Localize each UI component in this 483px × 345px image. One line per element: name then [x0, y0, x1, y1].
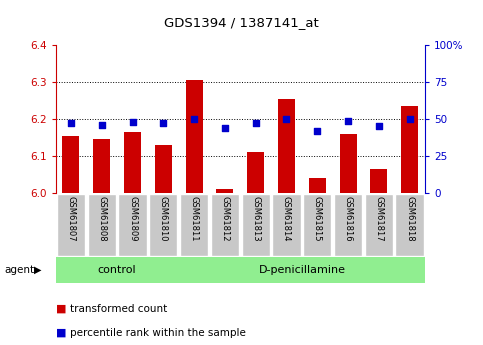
Point	[283, 116, 290, 122]
Point	[221, 125, 229, 131]
Bar	[401, 106, 418, 193]
FancyBboxPatch shape	[57, 195, 85, 256]
Bar	[155, 145, 172, 193]
Text: percentile rank within the sample: percentile rank within the sample	[70, 328, 246, 338]
FancyBboxPatch shape	[303, 195, 331, 256]
Text: GSM61813: GSM61813	[251, 196, 260, 242]
Text: agent: agent	[5, 265, 35, 275]
Point	[67, 121, 75, 126]
FancyBboxPatch shape	[211, 195, 239, 256]
Bar	[309, 178, 326, 193]
Point	[98, 122, 106, 128]
FancyBboxPatch shape	[87, 195, 116, 256]
FancyBboxPatch shape	[365, 195, 393, 256]
Point	[128, 119, 136, 125]
Bar	[185, 80, 202, 193]
Bar	[278, 99, 295, 193]
Text: GSM61807: GSM61807	[67, 196, 75, 242]
Point	[190, 116, 198, 122]
Text: GSM61810: GSM61810	[159, 196, 168, 241]
Point	[159, 121, 167, 126]
Bar	[370, 169, 387, 193]
Bar	[124, 132, 141, 193]
Point	[252, 121, 259, 126]
Point	[313, 128, 321, 134]
Text: GSM61812: GSM61812	[220, 196, 229, 241]
Point	[406, 116, 413, 122]
FancyBboxPatch shape	[272, 195, 300, 256]
Text: GSM61809: GSM61809	[128, 196, 137, 241]
FancyBboxPatch shape	[56, 257, 179, 283]
Text: GSM61816: GSM61816	[343, 196, 353, 242]
Point	[375, 124, 383, 129]
FancyBboxPatch shape	[242, 195, 270, 256]
Bar	[247, 152, 264, 193]
Text: ■: ■	[56, 304, 66, 314]
Text: GSM61808: GSM61808	[97, 196, 106, 242]
FancyBboxPatch shape	[118, 195, 147, 256]
Bar	[93, 139, 110, 193]
Bar	[216, 189, 233, 193]
Text: GSM61815: GSM61815	[313, 196, 322, 241]
FancyBboxPatch shape	[334, 195, 362, 256]
Text: ▶: ▶	[34, 265, 42, 275]
Text: GSM61811: GSM61811	[190, 196, 199, 241]
FancyBboxPatch shape	[149, 195, 177, 256]
Text: GDS1394 / 1387141_at: GDS1394 / 1387141_at	[164, 16, 319, 29]
Text: D-penicillamine: D-penicillamine	[258, 265, 345, 275]
Bar	[62, 136, 79, 193]
Text: transformed count: transformed count	[70, 304, 167, 314]
Text: ■: ■	[56, 328, 66, 338]
FancyBboxPatch shape	[179, 257, 425, 283]
Text: GSM61814: GSM61814	[282, 196, 291, 241]
Text: GSM61818: GSM61818	[405, 196, 414, 242]
FancyBboxPatch shape	[180, 195, 208, 256]
Point	[344, 118, 352, 123]
FancyBboxPatch shape	[396, 195, 424, 256]
Bar	[340, 134, 356, 193]
Text: GSM61817: GSM61817	[374, 196, 384, 242]
Text: control: control	[98, 265, 136, 275]
